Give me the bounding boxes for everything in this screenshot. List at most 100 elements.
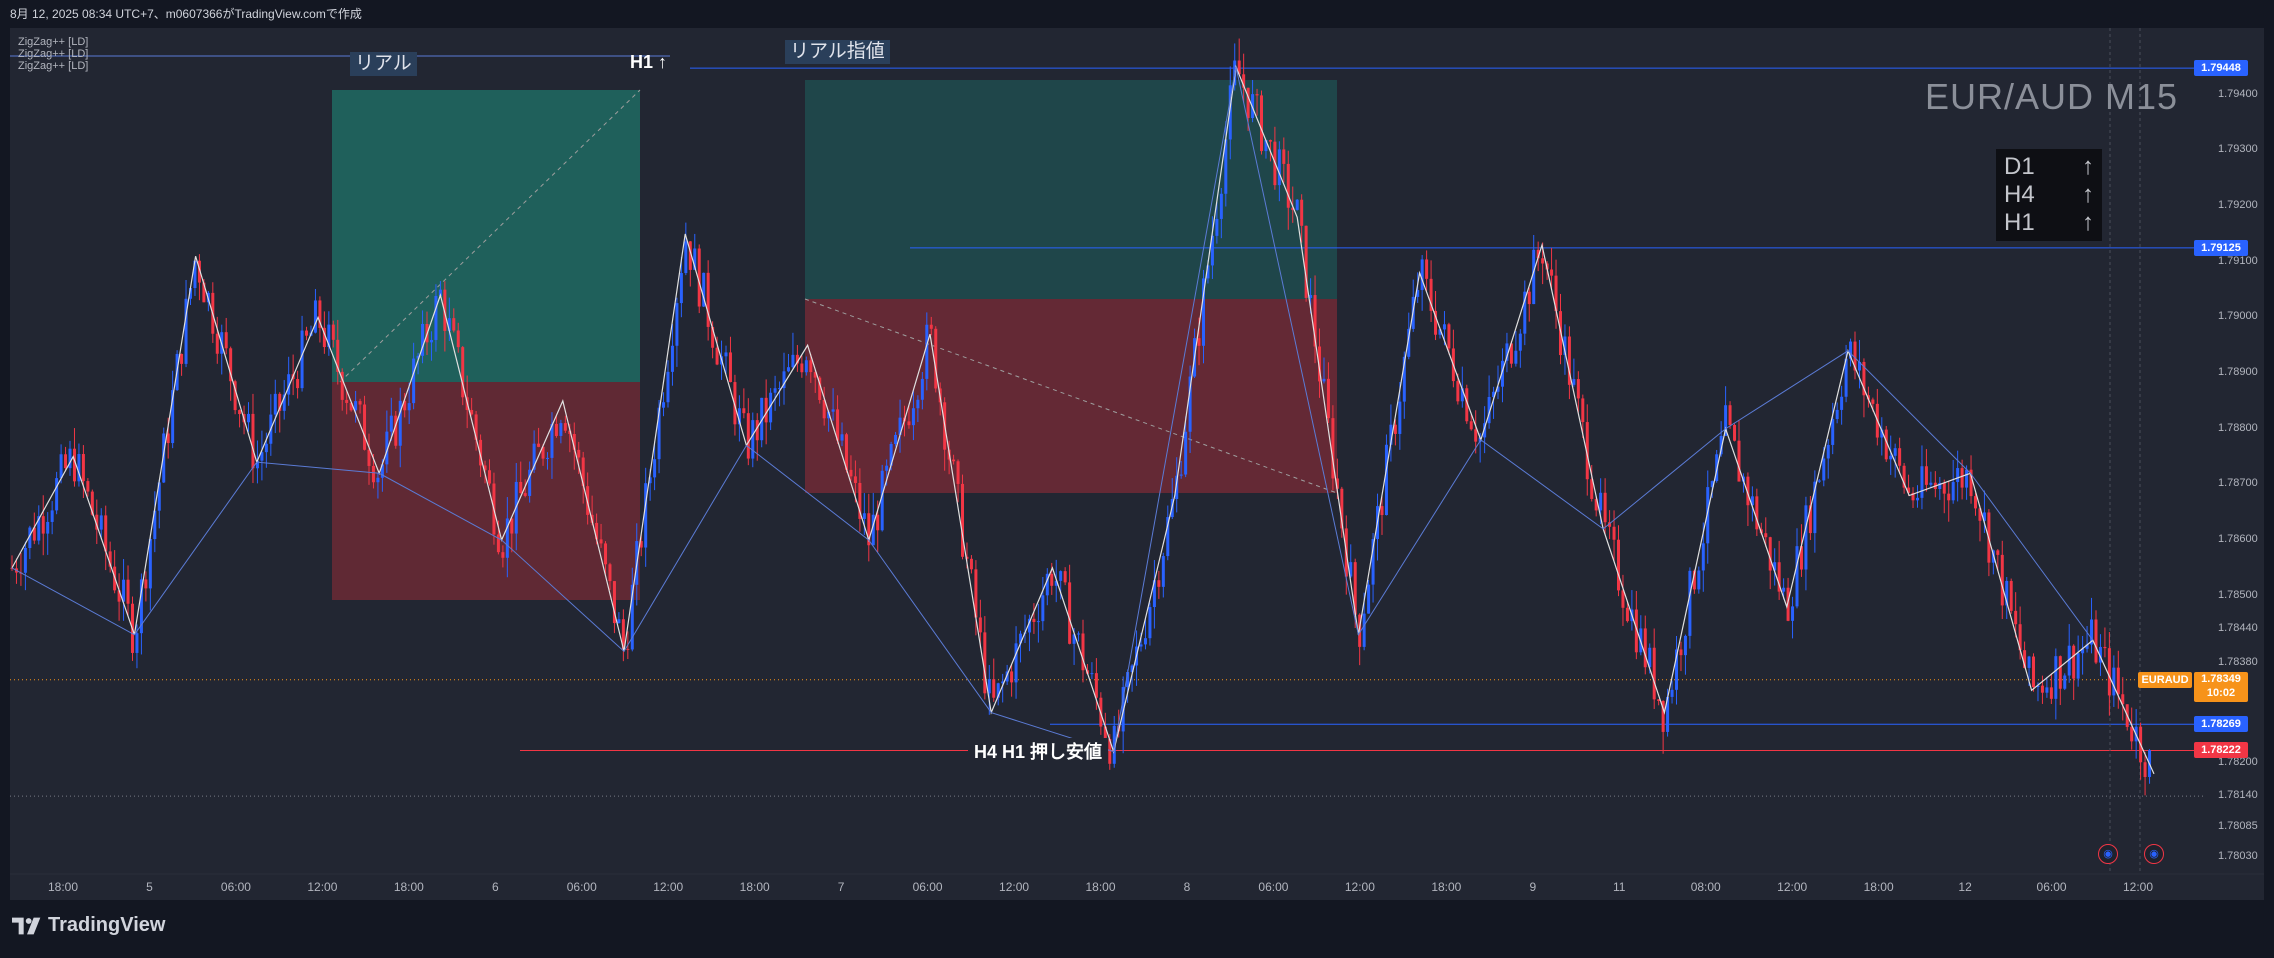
candle-body xyxy=(1625,607,1629,622)
candle-body xyxy=(305,330,309,336)
price-level-tag[interactable]: 1.78269 xyxy=(2194,716,2248,733)
candle-body xyxy=(1335,478,1339,489)
candle-body xyxy=(1621,590,1625,608)
legend-zigzag-1[interactable]: ZigZag++ [LD] xyxy=(18,36,89,48)
candle-body xyxy=(1112,725,1116,764)
candle-body xyxy=(1050,573,1054,586)
price-level-tag[interactable]: 1.79448 xyxy=(2194,60,2248,77)
candle-body xyxy=(1505,343,1509,361)
candle-body xyxy=(461,347,465,398)
position-target-line xyxy=(804,298,1338,494)
candle-body xyxy=(1492,391,1496,397)
candle-body xyxy=(1291,207,1295,210)
candle-body xyxy=(300,330,304,389)
candle-body xyxy=(2072,645,2076,679)
candle-body xyxy=(1523,291,1527,334)
candle-body xyxy=(394,415,398,446)
candle-body xyxy=(2130,726,2134,742)
y-tick-label: 1.78085 xyxy=(2218,819,2258,832)
candle-body xyxy=(1108,738,1112,764)
candle-body xyxy=(880,470,884,531)
economic-event-icon[interactable]: ◉ xyxy=(2098,844,2118,864)
candle-body xyxy=(1197,338,1201,346)
candle-body xyxy=(2027,656,2031,668)
candle-body xyxy=(2076,653,2080,679)
up-arrow-icon: ↑ xyxy=(2082,181,2094,208)
position-profit-zone xyxy=(332,90,640,382)
candle-body xyxy=(474,414,478,440)
price-chart[interactable] xyxy=(10,28,2264,900)
tradingview-logo[interactable]: TradingView xyxy=(12,914,165,937)
candle-body xyxy=(77,454,81,482)
candle-body xyxy=(86,481,90,492)
candle-body xyxy=(1215,218,1219,236)
candle-body xyxy=(1675,649,1679,690)
candle-body xyxy=(1951,482,1955,501)
candle-body xyxy=(1059,571,1063,581)
candle-body xyxy=(862,513,866,519)
candle-body xyxy=(1706,487,1710,544)
candle-body xyxy=(358,401,362,405)
x-tick-label: 08:00 xyxy=(1690,880,1721,894)
chart-area[interactable]: ZigZag++ [LD] ZigZag++ [LD] ZigZag++ [LD… xyxy=(10,28,2264,900)
economic-event-icon[interactable]: ◉ xyxy=(2144,844,2164,864)
symbol-tag[interactable]: EURAUD xyxy=(2138,671,2192,688)
candle-body xyxy=(1791,606,1795,621)
candle-body xyxy=(126,579,130,604)
candle-body xyxy=(1313,295,1317,347)
price-level-tag[interactable]: 1.79125 xyxy=(2194,239,2248,256)
candle-body xyxy=(135,633,139,653)
legend-zigzag-3[interactable]: ZigZag++ [LD] xyxy=(18,60,89,72)
candle-body xyxy=(653,459,657,478)
x-tick-label: 8 xyxy=(1183,880,1191,894)
x-tick-label: 18:00 xyxy=(1085,880,1116,894)
annotation-real[interactable]: リアル xyxy=(350,52,417,76)
y-tick-label: 1.79100 xyxy=(2218,254,2258,267)
candle-body xyxy=(1157,580,1161,587)
candle-body xyxy=(733,382,737,425)
candle-body xyxy=(1857,361,1861,371)
candle-body xyxy=(778,388,782,390)
candle-body xyxy=(1460,388,1464,402)
legend-zigzag-2[interactable]: ZigZag++ [LD] xyxy=(18,48,89,60)
candle-body xyxy=(1719,435,1723,455)
candle-body xyxy=(2116,667,2120,695)
candle-body xyxy=(153,510,157,540)
candle-body xyxy=(693,248,697,270)
candle-body xyxy=(1982,512,1986,521)
candle-body xyxy=(1920,466,1924,498)
candle-body xyxy=(1907,487,1911,493)
candle-body xyxy=(1054,580,1058,586)
candle-body xyxy=(809,360,813,373)
candle-body xyxy=(1371,539,1375,585)
candle-body xyxy=(1844,358,1848,397)
candle-body xyxy=(871,514,875,546)
candle-body xyxy=(505,518,509,558)
candle-body xyxy=(813,372,817,378)
candle-body xyxy=(483,465,487,471)
candle-body xyxy=(189,288,192,299)
candle-body xyxy=(1152,580,1156,608)
candle-body xyxy=(755,420,759,441)
annotation-h1-up[interactable]: H1 ↑ xyxy=(630,52,668,72)
annotation-pushback-low[interactable]: H4 H1 押し安値 xyxy=(968,738,1109,764)
candle-body xyxy=(510,518,514,534)
candle-body xyxy=(1282,149,1286,164)
candle-body xyxy=(144,579,148,589)
candle-body xyxy=(1871,399,1875,404)
candle-body xyxy=(2081,648,2085,654)
candle-body xyxy=(202,282,206,303)
footer: TradingView xyxy=(0,900,2274,958)
annotation-real-limit[interactable]: リアル指値 xyxy=(785,40,890,64)
price-level-tag[interactable]: 1.78222 xyxy=(2194,742,2248,759)
candle-body xyxy=(1496,386,1500,392)
candle-body xyxy=(1103,726,1107,739)
candle-body xyxy=(546,457,549,459)
current-price-tag[interactable]: 1.78349 10:02 xyxy=(2194,671,2248,702)
candle-body xyxy=(1483,423,1487,438)
candle-body xyxy=(193,260,197,289)
candle-body xyxy=(858,482,862,519)
candle-body xyxy=(1679,649,1683,656)
candle-body xyxy=(1532,249,1536,305)
candle-body xyxy=(81,454,85,482)
